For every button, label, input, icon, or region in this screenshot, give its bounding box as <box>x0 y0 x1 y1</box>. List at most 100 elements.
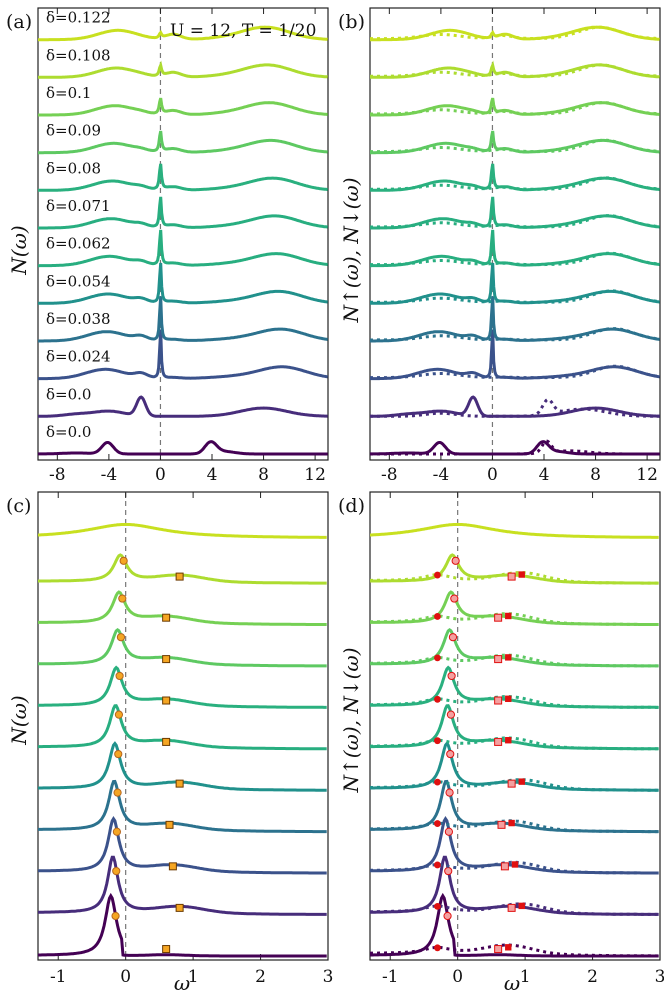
panelB-series-line <box>370 329 660 381</box>
panelB-series-line <box>369 440 660 456</box>
panelD-frame <box>369 491 661 961</box>
peak-square-marker <box>175 572 184 581</box>
panelD-series-line <box>370 704 659 751</box>
peak-circle-marker <box>118 594 127 603</box>
panel-c-xlabel: ω <box>174 971 190 995</box>
peak-square-marker <box>175 779 184 788</box>
panelA-xtick-label: 4 <box>207 465 218 485</box>
peak-circle-marker-down <box>434 571 441 579</box>
peak-square-marker <box>175 903 184 912</box>
panelB-xtick-label: 8 <box>590 465 601 485</box>
peak-square-marker <box>165 820 174 829</box>
panelA-xtick-label: -8 <box>49 465 66 485</box>
panelC-series-line <box>38 590 327 626</box>
panelB-series-line <box>370 196 660 230</box>
panelB-series-line <box>370 395 660 418</box>
peak-circle-marker <box>450 594 459 603</box>
peak-circle-marker-down <box>434 820 441 827</box>
panel-a-label: (a) <box>6 11 32 33</box>
peak-square-marker-down <box>505 944 512 951</box>
panelD-xtick-label: 1 <box>520 967 531 987</box>
panel-d-ylabel: N↑(ω), N↓(ω) <box>339 647 363 793</box>
panel-a: -8 -4 0 4 8 12 δ=0.0 δ=0.0 δ=0.024 δ=0.038 δ=0.054… <box>37 7 329 485</box>
peak-circle-marker-down <box>434 902 441 910</box>
panelD-series-line <box>370 628 659 668</box>
panelC-xtick-label: -1 <box>50 967 67 987</box>
peak-circle-marker <box>445 788 454 797</box>
panelA-series-line <box>38 395 328 418</box>
panel-c-label: (c) <box>6 495 31 517</box>
panelD-series-line <box>370 590 659 626</box>
panelB-xtick-label: 12 <box>636 465 658 485</box>
peak-square-marker <box>162 737 171 746</box>
peak-circle-marker-down <box>434 778 441 786</box>
panelA-series-line <box>38 60 328 79</box>
peak-circle-marker-down <box>434 654 441 662</box>
peak-circle-marker <box>446 749 455 759</box>
peak-square-marker <box>507 779 516 788</box>
panelB-xtick-label: 4 <box>539 465 550 485</box>
peak-circle-marker-down <box>434 944 441 952</box>
peak-square-marker-down <box>505 612 512 620</box>
panelB-series-line <box>370 97 660 117</box>
delta-label: δ=0.08 <box>46 159 101 177</box>
panelB-series-line <box>370 25 660 42</box>
panelB-series-line <box>370 163 660 192</box>
peak-circle-marker <box>113 788 122 797</box>
panelC-series-line <box>38 522 327 539</box>
peak-square-marker-down <box>518 902 525 910</box>
peak-square-marker-down <box>505 737 512 744</box>
delta-label: δ=0.0 <box>46 385 91 403</box>
panel-d: -1 0 1 2 3 <box>369 491 664 987</box>
peak-circle-marker <box>444 866 453 876</box>
peak-square-marker <box>507 903 516 912</box>
peak-circle-marker <box>111 911 120 921</box>
peak-circle-marker <box>116 633 126 642</box>
panelA-series-line <box>38 130 328 155</box>
panelB-xtick-label: 0 <box>487 465 498 485</box>
panelA-frame <box>37 7 329 461</box>
panel-b: -8 -4 0 4 8 12 <box>369 7 661 485</box>
panelC-frame <box>37 491 329 961</box>
delta-label: δ=0.071 <box>46 197 111 215</box>
panel-c: -1 0 1 2 3 <box>37 491 334 987</box>
panelD-xtick-label: 0 <box>452 967 463 987</box>
parameter-annotation: U = 12, T = 1/20 <box>170 21 316 41</box>
panelB-xtick-label: -4 <box>433 465 450 485</box>
peak-square-marker-down <box>508 819 515 827</box>
panelC-series-line <box>38 628 327 668</box>
panelA-xtick-label: 12 <box>304 465 326 485</box>
peak-circle-marker <box>115 671 124 681</box>
peak-circle-marker-down <box>434 695 441 703</box>
delta-label: δ=0.0 <box>46 423 91 441</box>
peak-square-marker <box>507 572 516 581</box>
panelD-xtick-label: 2 <box>587 967 598 987</box>
panelA-series-line <box>37 440 328 456</box>
peak-square-marker <box>162 613 171 622</box>
panel-d-label: (d) <box>338 495 365 517</box>
panelA-series-line <box>38 163 328 192</box>
peak-circle-marker <box>446 710 456 719</box>
panelC-series-line <box>38 815 327 875</box>
panelC-xtick-label: 3 <box>323 967 334 987</box>
panelB-frame <box>369 7 661 461</box>
panelB-series-line <box>370 296 660 343</box>
panel-a-ylabel: N(ω) <box>7 225 31 275</box>
panelC-series-line <box>38 892 327 958</box>
panelA-series-line <box>38 296 328 343</box>
peak-circle-marker-down <box>434 613 441 620</box>
peak-circle-marker <box>448 633 458 642</box>
peak-square-marker <box>494 613 503 622</box>
panelC-xtick-label: 2 <box>255 967 266 987</box>
delta-label: δ=0.062 <box>46 235 111 253</box>
panelC-xtick-label: 0 <box>120 967 131 987</box>
delta-label: δ=0.038 <box>46 310 111 328</box>
peak-circle-marker <box>112 866 121 876</box>
peak-circle-marker-down <box>434 737 441 745</box>
peak-square-marker <box>494 945 503 954</box>
peak-square-marker-down <box>505 654 512 661</box>
peak-circle-marker-down <box>434 861 441 869</box>
panelD-series-line <box>370 892 659 958</box>
peak-square-marker <box>494 737 503 746</box>
